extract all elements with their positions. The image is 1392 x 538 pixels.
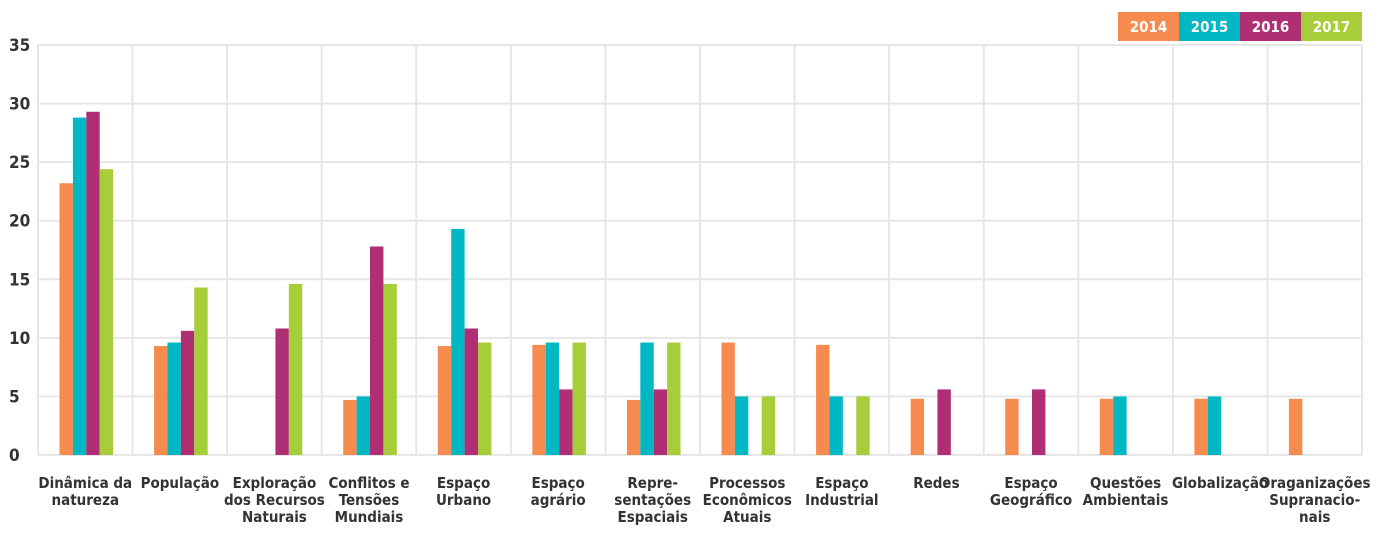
- bar-2016-0: [86, 111, 100, 456]
- legend-swatch-2016: [1240, 12, 1301, 41]
- y-tick-label: 5: [9, 387, 20, 407]
- bar-2015-3: [356, 396, 371, 455]
- category-label: Dinâmica da natureza: [38, 474, 132, 509]
- bar-2017-1: [194, 287, 208, 455]
- category-label: Processos Econômicos Atuais: [703, 474, 792, 526]
- bar-2017-3: [383, 283, 397, 455]
- category-label: Oraganizações Supranacio-nais: [1259, 474, 1371, 526]
- bar-2015-8: [829, 396, 843, 455]
- category-label: Espaço Geográfico: [990, 474, 1072, 509]
- bar-2017-8: [856, 396, 870, 455]
- bar-2014-4: [437, 346, 452, 455]
- y-tick-label: 35: [9, 36, 30, 56]
- bar-2017-7: [761, 396, 776, 455]
- bar-2016-2: [275, 328, 289, 455]
- category-label: Espaço Urbano: [436, 474, 491, 509]
- bar-2014-8: [816, 344, 830, 455]
- bar-2015-7: [734, 396, 749, 455]
- bar-2016-5: [559, 389, 573, 455]
- bar-2014-13: [1288, 398, 1303, 455]
- bar-2014-11: [1099, 398, 1114, 455]
- bar-2015-0: [72, 117, 87, 455]
- bar-2015-4: [451, 228, 465, 455]
- legend-label-2017: 2017: [1313, 18, 1351, 36]
- bar-2015-1: [167, 342, 181, 455]
- legend-swatch-2015: [1179, 12, 1240, 41]
- category-label: Questões Ambientais: [1083, 474, 1169, 509]
- category-label: Conflitos e Tensões Mundiais: [328, 474, 409, 526]
- category-label: Exploração dos Recursos Naturais: [224, 474, 325, 526]
- category-label: Globalização: [1172, 474, 1268, 492]
- legend-label-2014: 2014: [1130, 18, 1168, 36]
- bar-2014-9: [910, 398, 925, 455]
- legend-label-2016: 2016: [1252, 18, 1290, 36]
- bar-2016-9: [937, 389, 951, 455]
- legend-swatch-2017: [1301, 12, 1362, 41]
- bar-2014-10: [1005, 398, 1019, 455]
- y-tick-label: 0: [9, 446, 20, 466]
- y-tick-label: 10: [9, 329, 30, 349]
- y-tick-label: 25: [9, 153, 30, 173]
- y-tick-label: 20: [9, 212, 30, 232]
- bar-2017-6: [667, 342, 681, 455]
- bar-2016-10: [1032, 389, 1046, 455]
- bar-2017-2: [288, 283, 303, 455]
- bar-2015-12: [1207, 396, 1222, 455]
- category-label: População: [141, 474, 220, 492]
- bar-2015-11: [1113, 396, 1127, 455]
- legend-label-2015: 2015: [1191, 18, 1229, 36]
- legend-swatch-2014: [1118, 12, 1179, 41]
- bar-2014-5: [532, 344, 546, 455]
- bar-2016-4: [464, 328, 478, 455]
- category-label: Redes: [913, 474, 959, 492]
- bar-2016-6: [653, 389, 668, 455]
- bar-2016-1: [180, 330, 195, 455]
- category-label: Repre-sentações Espaciais: [614, 474, 691, 526]
- bar-2015-5: [545, 342, 560, 455]
- bar-2014-12: [1194, 398, 1208, 455]
- category-label: Espaço Industrial: [805, 474, 878, 509]
- bar-2015-6: [640, 342, 654, 455]
- bar-2014-7: [721, 342, 735, 455]
- bar-2016-3: [370, 246, 384, 455]
- bar-2014-1: [154, 346, 168, 455]
- bar-2017-5: [572, 342, 586, 455]
- category-label: Espaço agrário: [531, 474, 586, 509]
- y-tick-label: 15: [9, 270, 30, 290]
- bar-2014-3: [343, 399, 357, 455]
- bar-2014-0: [59, 183, 73, 455]
- bar-2014-6: [626, 399, 641, 455]
- bar-2017-4: [477, 342, 492, 455]
- y-tick-label: 30: [9, 95, 30, 115]
- bar-2017-0: [99, 169, 114, 455]
